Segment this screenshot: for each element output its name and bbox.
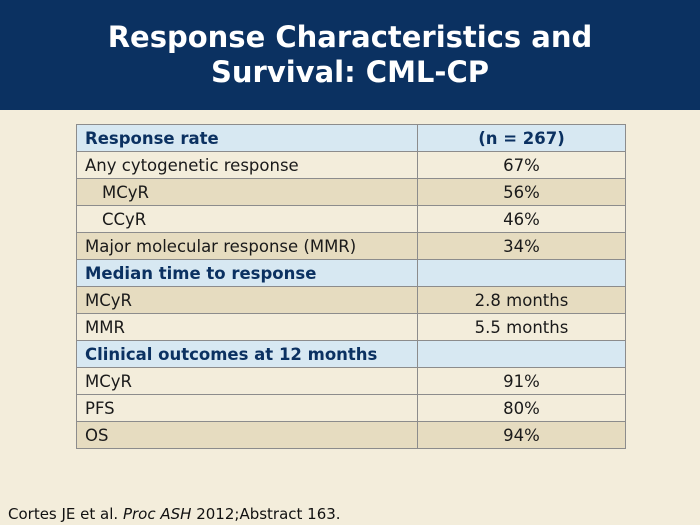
table-section-header: Clinical outcomes at 12 months (76, 340, 626, 368)
row-label: Median time to response (76, 259, 418, 287)
row-label: OS (76, 421, 418, 449)
row-label: Clinical outcomes at 12 months (76, 340, 418, 368)
row-label: Response rate (76, 124, 418, 152)
table-section-header: Response rate (n = 267) (76, 124, 626, 152)
slide-title: Response Characteristics and Survival: C… (107, 20, 593, 89)
table-row: MCyR 56% (76, 178, 626, 206)
row-value: (n = 267) (417, 124, 626, 152)
row-value: 67% (417, 151, 626, 179)
citation-authors: Cortes JE et al. (8, 505, 119, 523)
table-section-header: Median time to response (76, 259, 626, 287)
row-label: Any cytogenetic response (76, 151, 418, 179)
response-table: Response rate (n = 267) Any cytogenetic re… (76, 124, 626, 449)
table-row: CCyR 46% (76, 205, 626, 233)
row-value: 46% (417, 205, 626, 233)
response-table-body: Response rate (n = 267) Any cytogenetic re… (76, 124, 626, 449)
row-value: 2.8 months (417, 286, 626, 314)
row-label: PFS (76, 394, 418, 422)
row-label: MCyR (76, 178, 418, 206)
table-row: PFS 80% (76, 394, 626, 422)
table-row: Major molecular response (MMR) 34% (76, 232, 626, 260)
row-value: 56% (417, 178, 626, 206)
row-value: 5.5 months (417, 313, 626, 341)
row-label: MCyR (76, 367, 418, 395)
row-value: 91% (417, 367, 626, 395)
row-value: 34% (417, 232, 626, 260)
citation: Cortes JE et al. Proc ASH 2012;Abstract … (8, 505, 341, 523)
citation-rest: 2012;Abstract 163. (196, 505, 341, 523)
row-value: 94% (417, 421, 626, 449)
row-label: CCyR (76, 205, 418, 233)
table-row: MMR 5.5 months (76, 313, 626, 341)
row-value (417, 259, 626, 287)
title-bar: Response Characteristics and Survival: C… (0, 0, 700, 110)
row-label: Major molecular response (MMR) (76, 232, 418, 260)
table-row: MCyR 91% (76, 367, 626, 395)
table-row: OS 94% (76, 421, 626, 449)
row-value: 80% (417, 394, 626, 422)
row-label: MMR (76, 313, 418, 341)
table-row: MCyR 2.8 months (76, 286, 626, 314)
row-value (417, 340, 626, 368)
row-label: MCyR (76, 286, 418, 314)
citation-journal: Proc ASH (122, 505, 192, 523)
table-row: Any cytogenetic response 67% (76, 151, 626, 179)
